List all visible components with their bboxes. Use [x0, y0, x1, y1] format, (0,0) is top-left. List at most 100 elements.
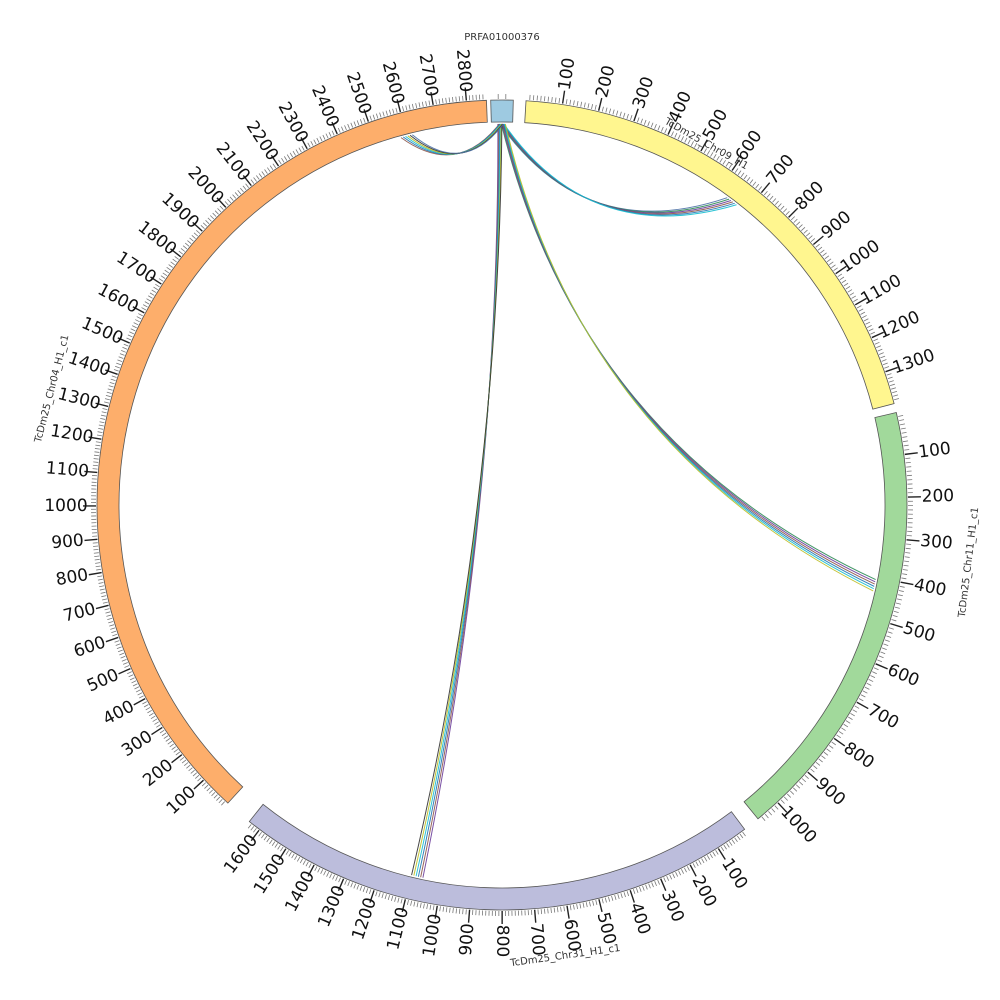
- minor-tick: [161, 732, 167, 737]
- minor-tick: [709, 853, 713, 859]
- minor-tick: [768, 811, 773, 816]
- minor-tick: [868, 679, 874, 682]
- tick-label: 900: [818, 207, 856, 243]
- minor-tick: [873, 667, 879, 671]
- minor-tick: [175, 751, 181, 756]
- minor-tick: [713, 154, 717, 159]
- minor-tick: [601, 898, 604, 904]
- minor-tick: [122, 346, 128, 350]
- minor-tick: [402, 106, 405, 112]
- minor-tick: [826, 258, 832, 263]
- minor-tick: [216, 796, 221, 801]
- minor-tick: [616, 110, 619, 116]
- major-tick: [88, 436, 102, 440]
- minor-tick: [153, 286, 158, 291]
- minor-tick: [368, 889, 372, 895]
- minor-tick: [891, 619, 897, 622]
- tick-label: 600: [884, 660, 922, 691]
- minor-tick: [716, 155, 720, 161]
- minor-tick: [589, 901, 591, 907]
- link-2-5: [411, 123, 503, 876]
- minor-tick: [884, 366, 890, 369]
- tick-label: 1100: [383, 905, 413, 952]
- minor-tick: [213, 794, 218, 799]
- minor-tick: [416, 902, 419, 908]
- minor-tick: [826, 748, 831, 753]
- minor-tick: [119, 353, 125, 356]
- major-tick: [807, 771, 819, 782]
- tick-label: 2600: [378, 59, 408, 106]
- minor-tick: [749, 179, 754, 184]
- major-tick: [171, 754, 183, 764]
- minor-tick: [411, 103, 414, 109]
- links-layer: [400, 123, 876, 878]
- minor-tick: [813, 765, 818, 770]
- minor-tick: [146, 298, 152, 302]
- minor-tick: [630, 114, 633, 120]
- minor-tick: [831, 264, 836, 269]
- minor-tick: [221, 801, 226, 806]
- minor-tick: [135, 319, 140, 323]
- minor-tick: [189, 237, 194, 242]
- minor-tick: [817, 246, 823, 251]
- minor-tick: [623, 892, 626, 898]
- minor-tick: [441, 98, 444, 104]
- minor-tick: [815, 762, 821, 766]
- minor-tick: [435, 99, 437, 105]
- minor-tick: [160, 275, 166, 279]
- minor-tick: [899, 419, 905, 422]
- minor-tick: [650, 122, 654, 128]
- minor-tick: [104, 398, 110, 401]
- minor-tick: [316, 137, 320, 143]
- minor-tick: [899, 423, 905, 426]
- minor-tick: [388, 109, 392, 115]
- minor-tick: [701, 858, 705, 864]
- major-tick: [633, 108, 639, 122]
- minor-tick: [793, 218, 798, 223]
- minor-tick: [162, 272, 168, 277]
- minor-tick: [867, 325, 872, 328]
- minor-tick: [379, 112, 382, 118]
- minor-tick: [253, 828, 257, 833]
- tick-label: 700: [864, 700, 902, 733]
- minor-tick: [710, 152, 714, 157]
- minor-tick: [101, 595, 107, 598]
- minor-tick: [672, 873, 676, 879]
- major-tick: [885, 366, 898, 373]
- minor-tick: [822, 252, 827, 257]
- minor-tick: [193, 232, 199, 237]
- minor-tick: [408, 104, 411, 110]
- minor-tick: [142, 304, 148, 308]
- minor-tick: [758, 186, 763, 191]
- minor-tick: [639, 886, 642, 892]
- minor-tick: [878, 352, 884, 355]
- minor-tick: [904, 556, 910, 558]
- minor-tick: [886, 373, 892, 376]
- minor-tick: [684, 137, 688, 143]
- minor-tick: [604, 897, 607, 903]
- tick-label: 300: [919, 531, 953, 554]
- minor-tick: [187, 240, 192, 245]
- minor-tick: [786, 793, 792, 798]
- minor-tick: [569, 905, 572, 911]
- minor-tick: [739, 833, 744, 839]
- minor-tick: [547, 96, 550, 102]
- minor-tick: [130, 328, 136, 332]
- minor-tick: [821, 755, 826, 760]
- minor-tick: [274, 843, 278, 848]
- minor-tick: [143, 704, 149, 708]
- minor-tick: [706, 855, 711, 860]
- minor-tick: [720, 846, 725, 852]
- minor-tick: [645, 884, 648, 890]
- minor-tick: [294, 855, 298, 860]
- minor-tick: [413, 901, 416, 907]
- minor-tick: [229, 196, 234, 201]
- chromosome-label: TcDm25_Chr11_H1_c1: [957, 507, 982, 619]
- major-tick: [88, 571, 102, 576]
- minor-tick: [237, 189, 242, 195]
- minor-tick: [395, 107, 398, 113]
- major-tick: [369, 890, 375, 903]
- minor-tick: [614, 894, 617, 900]
- minor-tick: [595, 899, 598, 905]
- minor-tick: [873, 338, 879, 342]
